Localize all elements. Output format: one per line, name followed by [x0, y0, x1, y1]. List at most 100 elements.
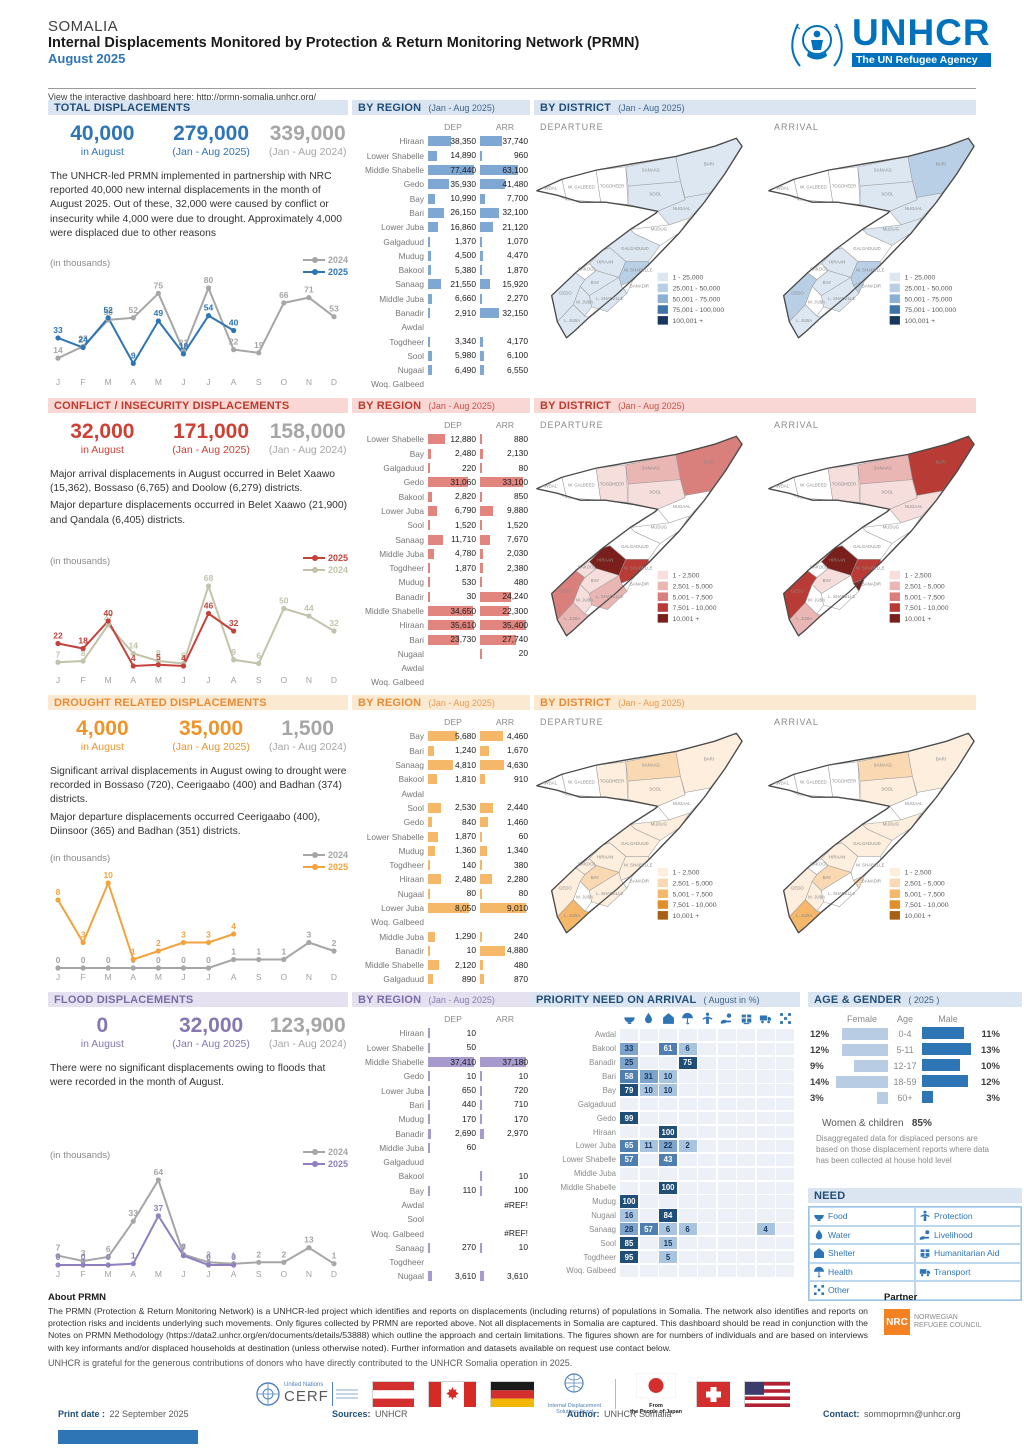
- need-label: Other: [828, 1285, 850, 1296]
- svg-text:AWDAL: AWDAL: [542, 186, 558, 191]
- value-cell: 7,700: [480, 193, 530, 204]
- matrix-cell: [737, 1264, 755, 1278]
- stat-label: (Jan - Aug 2025): [172, 146, 250, 159]
- need-label: Transport: [934, 1266, 971, 1277]
- svg-text:AWDAL: AWDAL: [542, 781, 558, 786]
- value-cell: 1,870: [480, 265, 530, 276]
- table-row: Bay 2,480 2,130: [350, 447, 532, 461]
- stat-label: in August: [80, 741, 124, 754]
- svg-text:HIRAAN: HIRAAN: [597, 558, 613, 563]
- svg-text:W. GALBEED: W. GALBEED: [568, 779, 595, 784]
- svg-text:S: S: [256, 972, 262, 982]
- svg-text:N: N: [306, 972, 312, 982]
- legend-year: 2024: [327, 565, 348, 575]
- matrix-region-label: Gedo: [596, 1113, 616, 1123]
- stat-label: (Jan - Aug 2024): [268, 146, 347, 159]
- svg-text:SOOL: SOOL: [881, 786, 894, 791]
- matrix-cell: 10: [639, 1084, 658, 1097]
- svg-text:2: 2: [206, 1249, 211, 1259]
- japan-label2: the People of Japan: [630, 1408, 683, 1415]
- value-cell: 37,410: [428, 1057, 478, 1068]
- region-label: Gedo: [403, 1071, 424, 1082]
- matrix-cell: 15: [659, 1237, 677, 1250]
- japan-label1: From: [649, 1402, 663, 1409]
- donor-logos: United Nations CERF Internal Displacemen…: [255, 1372, 791, 1415]
- matrix-cell: [717, 1209, 736, 1222]
- matrix-cell: 100: [620, 1195, 638, 1208]
- svg-text:W. GALBEED: W. GALBEED: [568, 482, 595, 487]
- value-cell: 240: [480, 931, 530, 942]
- value-cell: 5,680: [428, 731, 478, 742]
- svg-text:75: 75: [154, 280, 164, 290]
- svg-text:A: A: [130, 972, 136, 982]
- svg-text:BARI: BARI: [936, 757, 946, 762]
- contact-label: Contact:: [823, 1409, 860, 1419]
- matrix-cell: [756, 1042, 775, 1055]
- value-cell: [428, 379, 478, 390]
- dashboard-link[interactable]: View the interactive dashboard here: htt…: [48, 92, 316, 102]
- table-header: DEP ARR: [350, 418, 532, 432]
- table-row: Bari 26,150 32,100: [350, 206, 532, 220]
- svg-text:52: 52: [129, 305, 139, 315]
- value-cell: [428, 648, 478, 659]
- livelihood-icon: [919, 1230, 930, 1240]
- value-cell: 2,970: [480, 1128, 530, 1139]
- table-row: Awdal #REF!: [350, 1198, 532, 1212]
- matrix-cell: [776, 1209, 794, 1222]
- matrix-cell: [639, 1167, 658, 1180]
- need-item-empty: [915, 1281, 1021, 1300]
- somalia-map: AWDAL W. GALBEED TOGDHEER SANAAG SOOL BARI NUG…: [536, 732, 743, 934]
- svg-text:33: 33: [129, 1208, 139, 1218]
- matrix-cell: [756, 1112, 775, 1125]
- table-row: Sool 2,530 2,440: [350, 801, 532, 815]
- table-row: Banadir 10 4,880: [350, 944, 532, 958]
- svg-text:L. SHABELLE: L. SHABELLE: [828, 594, 855, 599]
- svg-text:SANAAG: SANAAG: [874, 762, 893, 767]
- matrix-cell: [659, 1112, 677, 1125]
- legend-year: 2024: [327, 1147, 348, 1157]
- svg-text:5,001 - 7,500: 5,001 - 7,500: [672, 891, 712, 898]
- matrix-cell: [756, 1167, 775, 1180]
- svg-text:3: 3: [81, 930, 86, 940]
- matrix-region-label: Lower Juba: [575, 1141, 616, 1151]
- svg-text:49: 49: [154, 308, 164, 318]
- by-region-table: DEP ARR Hiraan 10 Lower Shabelle 50 Middle Sha…: [350, 1012, 532, 1284]
- author-value: UNHCR Somalia: [603, 1409, 672, 1419]
- by-region-title: BY REGION: [358, 399, 422, 412]
- region-label: Togdheer: [389, 1257, 424, 1268]
- matrix-region-label: Bari: [602, 1072, 616, 1081]
- stat-value: 0: [96, 1014, 109, 1037]
- contact-value[interactable]: sommoprmn@unhcr.org: [863, 1409, 961, 1419]
- need-item-water: Water: [809, 1225, 915, 1244]
- stat-label: in August: [80, 146, 124, 159]
- table-row: Mudug 4,500 4,470: [350, 249, 532, 263]
- svg-text:1 - 25,000: 1 - 25,000: [672, 275, 703, 282]
- arrival-map: AWDAL W. GALBEED TOGDHEER SANAAG SOOL BARI NUG…: [762, 434, 990, 651]
- matrix-cell: [737, 1070, 755, 1083]
- matrix-cell: [737, 1028, 755, 1041]
- svg-text:O: O: [281, 675, 288, 685]
- svg-text:A: A: [130, 675, 136, 685]
- value-cell: 170: [480, 1114, 530, 1125]
- svg-text:BARI: BARI: [936, 162, 946, 167]
- svg-text:5,001 - 7,500: 5,001 - 7,500: [904, 594, 944, 601]
- svg-text:1: 1: [131, 1251, 136, 1261]
- female-percent: 14%: [810, 1076, 830, 1088]
- svg-text:1 - 2,500: 1 - 2,500: [672, 573, 699, 580]
- value-cell: 10: [428, 1028, 478, 1039]
- table-row: Galgaduud: [350, 1155, 532, 1169]
- stats: 0 in August 32,000 (Jan - Aug 2025) 123,900(…: [48, 1014, 350, 1050]
- svg-text:40: 40: [229, 318, 239, 328]
- svg-text:68: 68: [204, 573, 214, 583]
- svg-text:W. GALBEED: W. GALBEED: [800, 184, 827, 189]
- matrix-cell: [776, 1153, 794, 1166]
- trend-chart: (in thousands)20242025000000011132831012…: [48, 850, 350, 987]
- matrix-cell: [737, 1153, 755, 1166]
- matrix-cell: [756, 1195, 775, 1208]
- svg-text:9: 9: [231, 647, 236, 657]
- svg-text:A: A: [231, 972, 237, 982]
- table-row: Middle Shabelle 34,650 22,300: [350, 604, 532, 618]
- need-label: Health: [828, 1266, 853, 1277]
- table-row: Awdal: [350, 320, 532, 334]
- region-label: Bakool: [398, 1171, 424, 1182]
